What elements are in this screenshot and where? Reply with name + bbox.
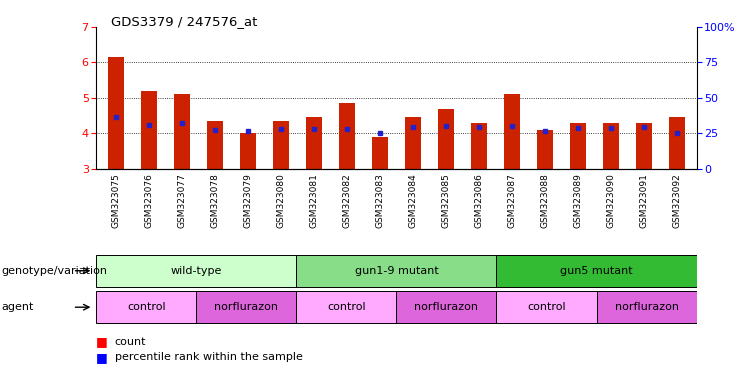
Text: wild-type: wild-type xyxy=(170,266,222,276)
Text: ■: ■ xyxy=(96,351,108,364)
Bar xyxy=(496,291,597,323)
Text: count: count xyxy=(115,337,147,347)
Text: GSM323091: GSM323091 xyxy=(639,173,648,228)
Bar xyxy=(240,134,256,169)
Bar xyxy=(296,255,496,286)
Bar xyxy=(96,255,296,286)
Text: GSM323082: GSM323082 xyxy=(342,173,351,228)
Text: percentile rank within the sample: percentile rank within the sample xyxy=(115,352,303,362)
Text: GSM323084: GSM323084 xyxy=(408,173,417,228)
Text: GSM323075: GSM323075 xyxy=(112,173,121,228)
Bar xyxy=(141,91,157,169)
Bar xyxy=(339,103,355,169)
Bar xyxy=(438,109,454,169)
Text: GSM323089: GSM323089 xyxy=(574,173,582,228)
Bar xyxy=(636,123,652,169)
Bar xyxy=(602,123,619,169)
Text: GSM323085: GSM323085 xyxy=(442,173,451,228)
Text: GSM323081: GSM323081 xyxy=(310,173,319,228)
Text: GSM323086: GSM323086 xyxy=(474,173,483,228)
Text: norflurazon: norflurazon xyxy=(214,302,279,312)
Bar xyxy=(372,137,388,169)
Text: GSM323080: GSM323080 xyxy=(276,173,285,228)
Text: agent: agent xyxy=(1,302,34,312)
Text: GSM323076: GSM323076 xyxy=(144,173,153,228)
Bar xyxy=(296,291,396,323)
Text: control: control xyxy=(527,302,566,312)
Text: norflurazon: norflurazon xyxy=(414,302,479,312)
Text: gun1-9 mutant: gun1-9 mutant xyxy=(354,266,439,276)
Bar xyxy=(196,291,296,323)
Bar xyxy=(570,123,586,169)
Text: GSM323077: GSM323077 xyxy=(178,173,187,228)
Text: control: control xyxy=(327,302,366,312)
Bar xyxy=(536,130,553,169)
Text: gun5 mutant: gun5 mutant xyxy=(560,266,633,276)
Bar xyxy=(504,94,520,169)
Bar xyxy=(597,291,697,323)
Text: norflurazon: norflurazon xyxy=(614,302,679,312)
Bar xyxy=(496,255,697,286)
Bar xyxy=(174,94,190,169)
Text: GSM323087: GSM323087 xyxy=(508,173,516,228)
Bar xyxy=(396,291,496,323)
Text: GSM323078: GSM323078 xyxy=(210,173,219,228)
Bar xyxy=(96,291,196,323)
Text: GSM323083: GSM323083 xyxy=(376,173,385,228)
Text: control: control xyxy=(127,302,166,312)
Text: GDS3379 / 247576_at: GDS3379 / 247576_at xyxy=(111,15,258,28)
Text: ■: ■ xyxy=(96,335,108,348)
Bar xyxy=(108,57,124,169)
Bar xyxy=(405,118,421,169)
Bar xyxy=(306,118,322,169)
Bar xyxy=(471,123,487,169)
Bar xyxy=(668,118,685,169)
Text: GSM323088: GSM323088 xyxy=(540,173,549,228)
Text: GSM323079: GSM323079 xyxy=(244,173,253,228)
Text: GSM323090: GSM323090 xyxy=(606,173,615,228)
Text: genotype/variation: genotype/variation xyxy=(1,266,107,276)
Bar xyxy=(273,121,289,169)
Text: GSM323092: GSM323092 xyxy=(672,173,681,228)
Bar xyxy=(207,121,223,169)
